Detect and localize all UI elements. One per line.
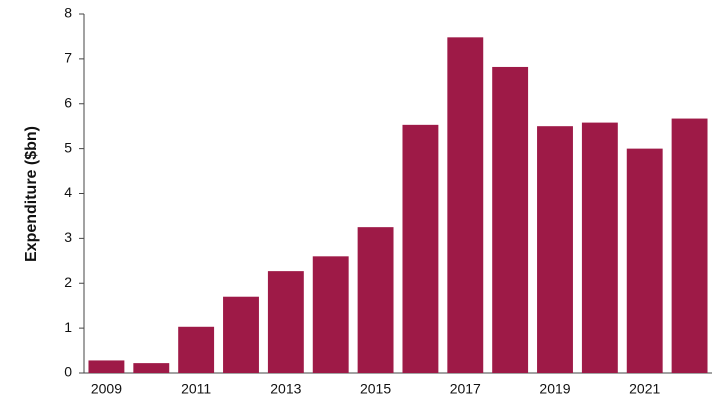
y-tick-label: 8	[64, 5, 72, 21]
y-tick-label: 5	[64, 139, 72, 155]
x-tick-label: 2019	[539, 381, 570, 397]
y-tick-label: 7	[64, 50, 72, 66]
x-tick-label: 2013	[270, 381, 301, 397]
y-tick-label: 0	[64, 364, 72, 380]
bar	[626, 148, 663, 373]
x-tick-label: 2009	[91, 381, 122, 397]
bar	[671, 118, 708, 373]
bar	[178, 326, 215, 373]
y-axis-label: Expenditure ($bn)	[23, 126, 40, 262]
x-tick-label: 2015	[360, 381, 391, 397]
y-tick-label: 1	[64, 319, 72, 335]
bar	[447, 37, 484, 374]
y-tick-label: 2	[64, 274, 72, 290]
bar	[492, 66, 529, 373]
x-tick-label: 2017	[450, 381, 481, 397]
bar	[88, 360, 125, 373]
bar	[312, 256, 349, 373]
y-tick-label: 4	[64, 184, 72, 200]
bar	[357, 227, 394, 373]
x-tick-label: 2011	[181, 381, 211, 397]
x-tick-label: 2021	[629, 381, 660, 397]
bar	[133, 363, 170, 373]
bar	[581, 122, 618, 373]
y-tick-label: 3	[64, 229, 72, 245]
bar	[267, 271, 304, 373]
y-tick-label: 6	[64, 94, 72, 110]
bar	[402, 124, 439, 373]
bar	[537, 126, 573, 373]
bar	[223, 296, 259, 373]
